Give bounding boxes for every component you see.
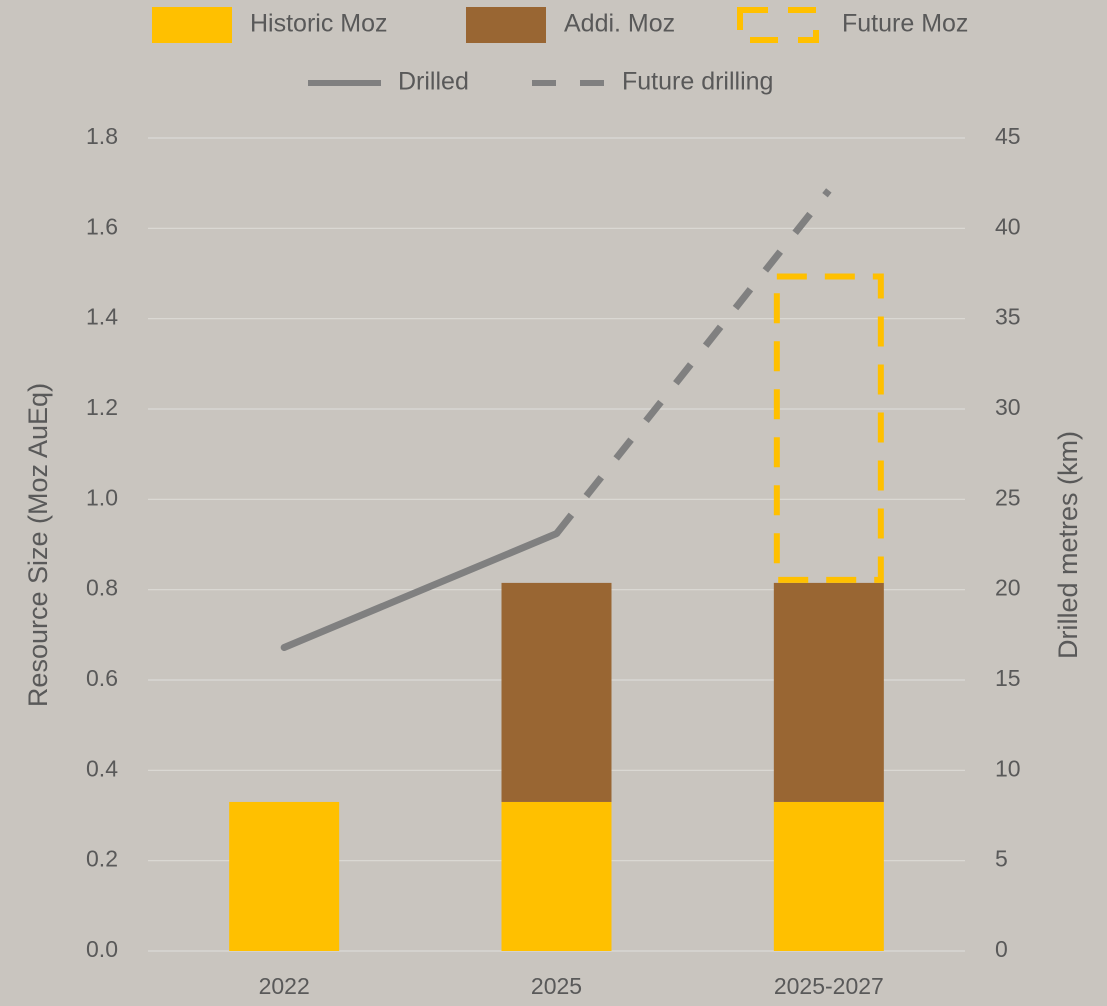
legend-swatch [152, 7, 232, 43]
bar [229, 801, 340, 951]
x-tick-label: 2025 [531, 973, 582, 999]
y2-axis-title: Drilled metres (km) [1053, 431, 1083, 659]
y-tick-label: 1.8 [86, 123, 118, 149]
y-tick-label: 1.2 [86, 394, 118, 420]
legend-label: Future Moz [842, 10, 968, 38]
y-tick-label: 1.0 [86, 484, 118, 510]
y2-tick-label: 30 [995, 394, 1021, 420]
y2-tick-label: 0 [995, 936, 1008, 962]
bar [501, 801, 612, 951]
y2-tick-label: 5 [995, 846, 1008, 872]
x-tick-label: 2025-2027 [774, 973, 884, 999]
legend-label: Drilled [398, 68, 469, 96]
y-tick-label: 0.4 [86, 755, 118, 781]
line [553, 188, 832, 536]
y2-tick-label: 25 [995, 484, 1021, 510]
legend-swatch [737, 7, 819, 43]
line [280, 530, 560, 651]
y2-tick-label: 40 [995, 213, 1021, 239]
bar [501, 582, 612, 802]
y-tick-label: 0.2 [86, 846, 118, 872]
legend-label: Addi. Moz [564, 10, 675, 38]
y-tick-label: 0.0 [86, 936, 118, 962]
y2-tick-label: 10 [995, 755, 1021, 781]
y-tick-label: 1.4 [86, 304, 118, 330]
bar [773, 582, 884, 802]
y2-tick-label: 20 [995, 575, 1021, 601]
legend-swatch [466, 7, 546, 43]
y2-tick-label: 35 [995, 304, 1021, 330]
x-tick-label: 2022 [259, 973, 310, 999]
y2-tick-label: 15 [995, 665, 1021, 691]
y2-tick-label: 45 [995, 123, 1021, 149]
bar [773, 801, 884, 951]
y-tick-label: 1.6 [86, 213, 118, 239]
legend-label: Historic Moz [250, 10, 388, 38]
y-tick-label: 0.8 [86, 575, 118, 601]
bar [773, 273, 884, 583]
y-axis-title: Resource Size (Moz AuEq) [23, 383, 53, 707]
legend-label: Future drilling [622, 68, 773, 96]
y-tick-label: 0.6 [86, 665, 118, 691]
